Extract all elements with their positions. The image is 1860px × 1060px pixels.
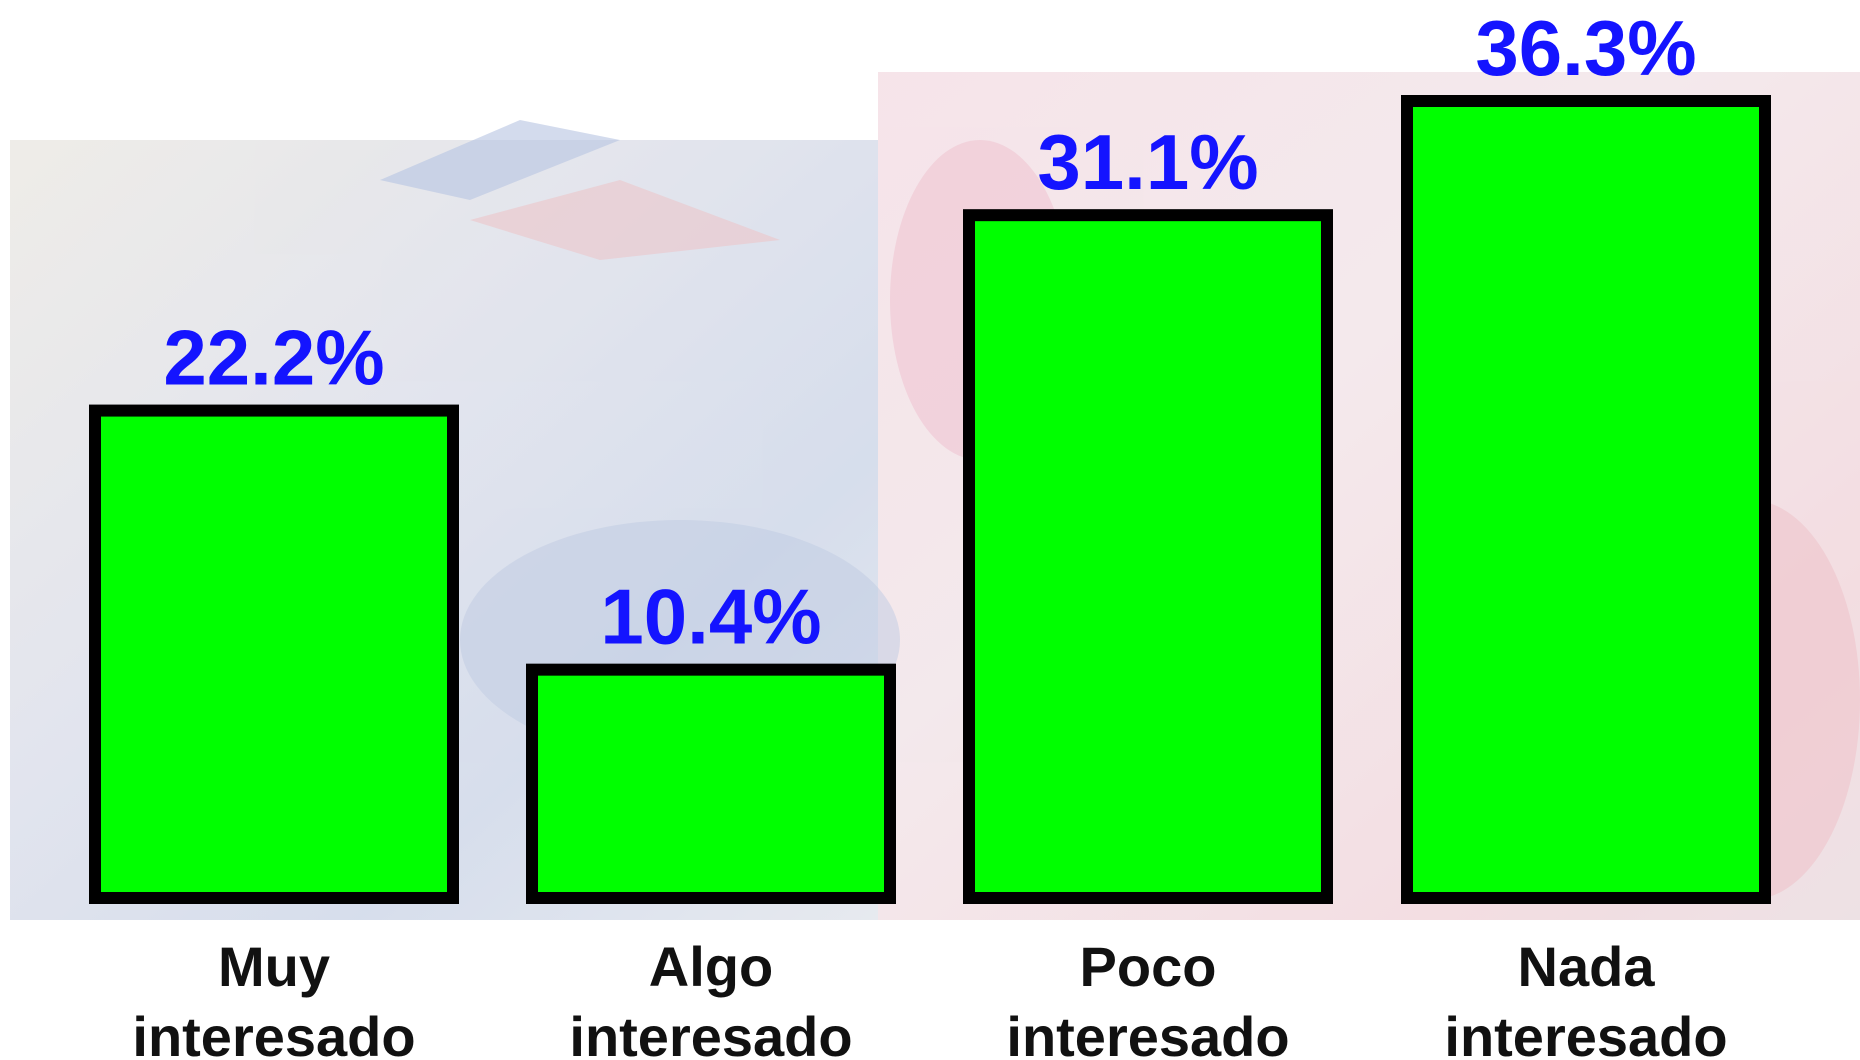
category-label: Algo interesado [541,932,881,1060]
bar [969,215,1327,898]
chart: 22.2% 10.4% 31.1% 36.3% Muy interesado Algo … [0,0,1860,1060]
category-label: Poco interesado [978,932,1318,1060]
bar [95,411,453,898]
value-label: 10.4% [600,573,821,661]
value-label: 22.2% [163,314,384,402]
category-label: Muy interesado [104,932,444,1060]
bar [1407,101,1765,898]
value-label: 31.1% [1037,118,1258,206]
chart-canvas: 22.2% 10.4% 31.1% 36.3% [0,0,1860,1060]
value-label: 36.3% [1475,4,1696,92]
bar [532,670,890,898]
category-label: Nada interesado [1416,932,1756,1060]
